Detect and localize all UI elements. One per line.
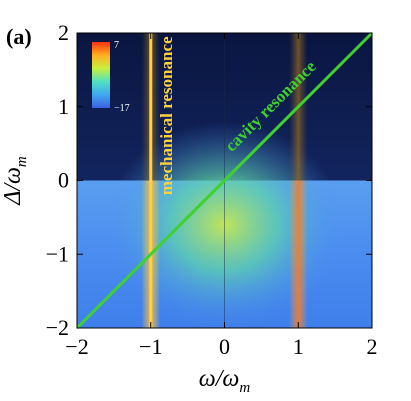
x-axis-label-sub: m — [239, 380, 250, 396]
colorbar-max-label: 7 — [114, 40, 119, 51]
cavity-resonance-line — [75, 31, 374, 330]
y-tick-label: −1 — [46, 241, 69, 266]
x-tick-label: 2 — [367, 334, 378, 359]
x-axis-label: ω/ωm — [199, 366, 251, 396]
axis-ticks — [76, 32, 373, 329]
y-tick-label: −2 — [46, 315, 69, 340]
mechanical-resonance-annotation: mechanical resonance — [157, 36, 176, 195]
y-tick-label: 2 — [58, 20, 69, 45]
y-tick-label: 1 — [58, 94, 69, 119]
x-tick-label: −2 — [65, 334, 88, 359]
colorbar-min-label: −17 — [114, 103, 130, 114]
y-axis-label-main: Δ/ω — [0, 167, 26, 206]
panel-label: (a) — [6, 24, 32, 49]
axis-tick-labels: −2 −1 0 1 2 −2 −1 0 1 2 — [46, 20, 378, 359]
y-axis-label-sub: m — [14, 156, 30, 167]
x-tick-label: −1 — [139, 334, 162, 359]
heatmap-band-plus1-lower — [289, 180, 308, 328]
x-axis-label-main: ω/ω — [199, 366, 240, 392]
x-tick-label: 0 — [219, 334, 230, 359]
y-axis-label: Δ/ωm — [0, 156, 30, 206]
colorbar: 7 −17 — [92, 40, 130, 114]
y-tick-label: 0 — [58, 168, 69, 193]
x-tick-label: 1 — [293, 334, 304, 359]
colorbar-gradient — [92, 42, 110, 108]
